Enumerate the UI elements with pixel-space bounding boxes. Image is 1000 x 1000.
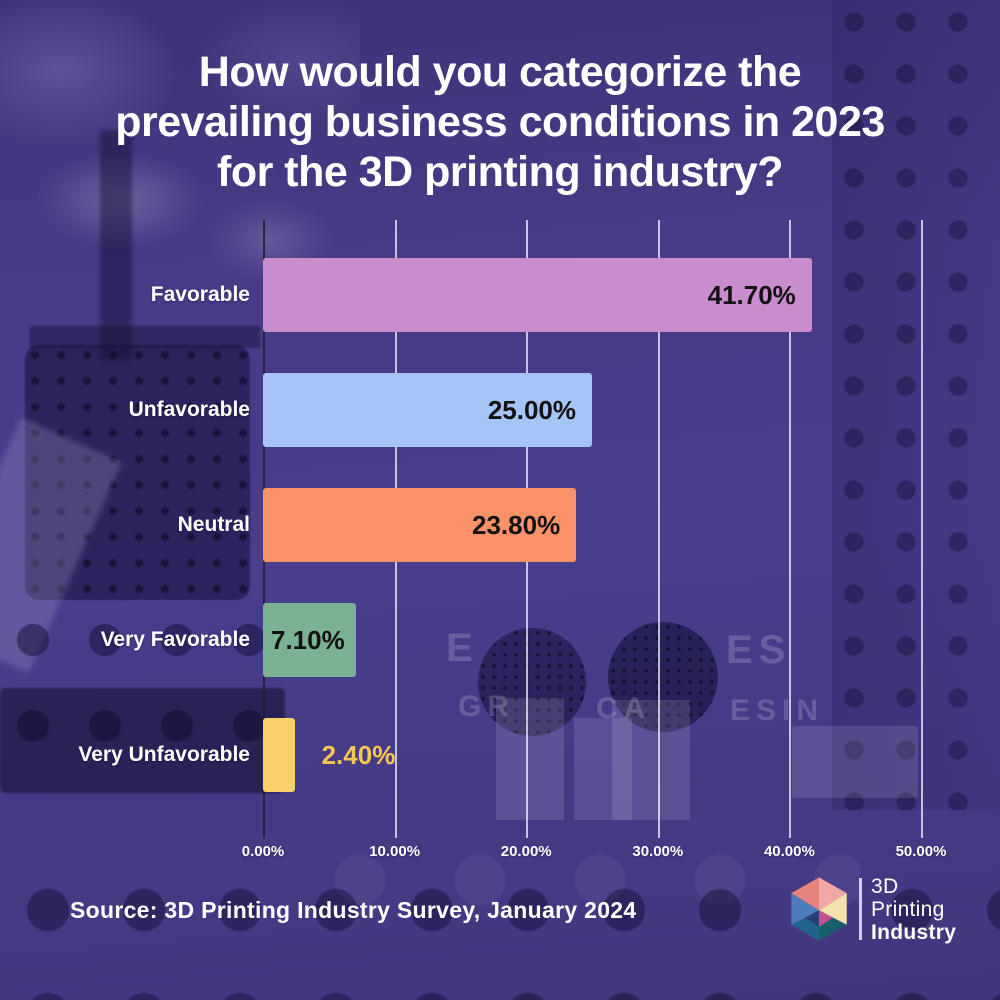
background-photo-text-fragment: GR (458, 690, 515, 724)
bar-row-neutral: Neutral 23.80% (30, 488, 577, 562)
value-label-very-unfavorable: 2.40% (321, 739, 396, 770)
gridline-50 (921, 220, 923, 838)
category-label-neutral: Neutral (177, 513, 250, 536)
bar-row-favorable: Favorable 41.70% (30, 258, 812, 332)
bar-very-unfavorable: 2.40% (263, 718, 395, 792)
background-photo-shelf (30, 326, 260, 348)
bar-neutral: 23.80% (263, 488, 577, 562)
bar-very-favorable: 7.10% (263, 603, 357, 677)
logo-separator (859, 878, 862, 940)
background-photo-texture (300, 820, 860, 940)
background-photo-platform (0, 688, 285, 793)
background-photo-trophy (496, 698, 564, 820)
gridline-40 (789, 220, 792, 838)
x-axis-tick-30: 30.00% (632, 843, 684, 860)
x-axis-tick-10: 10.00% (369, 843, 421, 860)
logo-cube-icon (791, 877, 847, 941)
x-axis-tick-50: 50.00% (895, 843, 947, 860)
bar-row-unfavorable: Unfavorable 25.00% (30, 373, 592, 447)
source-caption: Source: 3D Printing Industry Survey, Jan… (70, 897, 637, 923)
value-label-neutral: 23.80% (472, 509, 561, 540)
logo-line-printing: Printing (871, 897, 945, 921)
background-photo-trophy (574, 718, 632, 820)
background-photo-text-fragment: CA (596, 692, 651, 726)
category-label-very-unfavorable: Very Unfavorable (78, 743, 250, 766)
gridline-30 (657, 220, 660, 838)
background-photo-pole (100, 130, 132, 360)
value-label-very-favorable: 7.10% (271, 624, 345, 655)
logo-wordmark: 3D Printing Industry (871, 875, 956, 944)
background-photo-trophy (612, 700, 690, 820)
background-photo-text-fragment: ESIN (730, 694, 824, 728)
x-axis-tick-40: 40.00% (763, 843, 815, 860)
bar-row-very-favorable: Very Favorable 7.10% (30, 603, 357, 677)
background-photo-lattice-vases (25, 345, 250, 600)
3d-printing-industry-logo: 3D Printing Industry (786, 874, 956, 944)
category-label-unfavorable: Unfavorable (128, 398, 250, 421)
logo-line-industry: Industry (871, 920, 957, 944)
category-label-very-favorable: Very Favorable (100, 628, 250, 651)
bar-unfavorable: 25.00% (263, 373, 592, 447)
chart-title: How would you categorize the prevailing … (115, 47, 885, 196)
background-photo-text-fragment: E (446, 626, 479, 671)
category-label-favorable: Favorable (150, 283, 250, 306)
background-photo-lattice-sphere (608, 622, 718, 732)
bar-favorable: 41.70% (263, 258, 812, 332)
background-photo-card (792, 726, 918, 798)
value-label-unfavorable: 25.00% (487, 394, 576, 425)
bar-row-very-unfavorable: Very Unfavorable 2.40% (30, 718, 395, 792)
background-photo-lattice-sphere (478, 628, 586, 736)
value-label-favorable: 41.70% (707, 279, 796, 310)
background-photo-lattice-columns (832, 0, 1000, 810)
x-axis-tick-20: 20.00% (500, 843, 552, 860)
logo-line-3d: 3D (871, 874, 899, 898)
x-axis-tick-0: 0.00% (241, 843, 285, 860)
background-photo-text-fragment: ES (726, 628, 791, 673)
